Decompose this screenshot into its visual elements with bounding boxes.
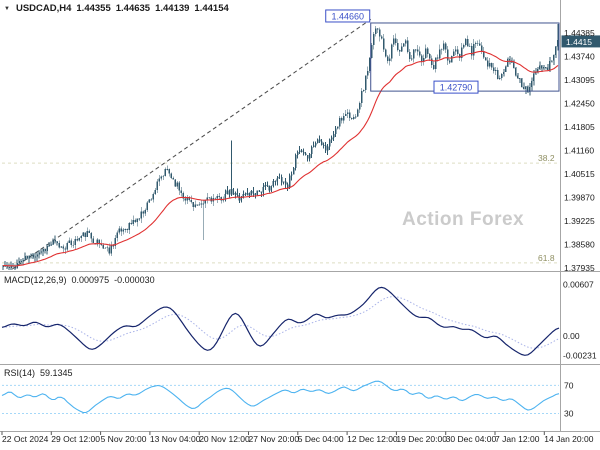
time-axis-label: 29 Oct 12:00	[51, 434, 100, 444]
price-level-text: 1.44660	[331, 11, 364, 21]
ohlc-high: 1.44635	[115, 3, 151, 14]
time-axis-label: 19 Dec 20:00	[396, 434, 447, 444]
macd-header: MACD(12,26,9) 0.000975 -0.000030	[4, 275, 155, 285]
rsi-line	[1, 380, 560, 414]
time-axis-label: 27 Nov 20:00	[249, 434, 300, 444]
macd-axis[interactable]: 0.00607 0.00 -0.00231	[563, 280, 597, 361]
rsi-axis[interactable]: 70 30	[564, 380, 574, 418]
macd-label: MACD(12,26,9)	[4, 275, 67, 285]
price-axis-label: 1.37935	[564, 263, 595, 273]
fib-label: 38.2	[538, 153, 555, 163]
macd-axis-label: -0.00231	[563, 350, 597, 360]
watermark: Action Forex	[402, 209, 525, 230]
time-axis-label: 5 Dec 04:00	[298, 434, 344, 444]
symbol-ohlc-header: ▼ USDCAD,H4 1.44355 1.44635 1.44139 1.44…	[4, 3, 229, 14]
macd-main-line	[1, 286, 560, 356]
ohlc-low: 1.44139	[155, 3, 190, 14]
time-axis-label: 14 Jan 20:00	[544, 434, 593, 444]
time-axis[interactable]: 22 Oct 2024 29 Oct 12:00 5 Nov 20:00 13 Nov…	[1, 431, 594, 445]
macd-signal-value: -0.000030	[114, 275, 155, 285]
price-level-box[interactable]: 1.42790	[433, 80, 479, 94]
rsi-header: RSI(14) 59.1345	[4, 368, 73, 378]
macd-axis-label: 0.00607	[563, 280, 594, 290]
trendline[interactable]	[11, 18, 372, 270]
time-axis-label: 20 Nov 12:00	[199, 434, 250, 444]
price-axis-label: 1.43740	[564, 52, 595, 62]
symbol-name: USDCAD,H4	[15, 3, 72, 14]
price-axis-label: 1.40515	[564, 169, 595, 179]
macd-main-value: 0.000975	[71, 275, 110, 285]
current-price-text: 1.4415	[566, 37, 592, 47]
time-axis-label: 30 Dec 04:00	[446, 434, 497, 444]
candles-series	[2, 24, 559, 270]
price-axis-label: 1.43095	[564, 75, 595, 85]
price-axis-label: 1.38580	[564, 240, 595, 250]
current-price-badge: 1.4415	[561, 35, 600, 48]
price-level-text: 1.42790	[440, 83, 473, 93]
price-axis[interactable]: 1.44385 1.43740 1.43095 1.42450 1.41805 1.411…	[564, 28, 595, 273]
price-axis-label: 1.41805	[564, 122, 595, 132]
fib-label: 61.8	[538, 253, 555, 263]
price-axis-label: 1.39225	[564, 216, 595, 226]
moving-average-line	[2, 50, 559, 267]
macd-signal-line	[1, 296, 560, 349]
rsi-axis-label: 70	[564, 380, 574, 390]
price-axis-label: 1.39870	[564, 193, 595, 203]
time-axis-label: 13 Nov 04:00	[150, 434, 201, 444]
symbol-marker-icon: ▼	[4, 5, 10, 12]
macd-axis-label: 0.00	[563, 331, 580, 341]
time-axis-label: 7 Jan 12:00	[495, 434, 540, 444]
price-axis-label: 1.41160	[564, 146, 594, 156]
rsi-label: RSI(14)	[4, 368, 36, 378]
price-axis-label: 1.42450	[564, 99, 595, 109]
time-axis-label: 5 Nov 20:00	[101, 434, 147, 444]
time-axis-label: 22 Oct 2024	[2, 434, 49, 444]
price-level-box[interactable]: 1.44660	[325, 9, 371, 23]
rsi-value: 59.1345	[40, 368, 73, 378]
time-axis-label: 12 Dec 12:00	[347, 434, 398, 444]
rsi-axis-label: 30	[564, 409, 574, 419]
ohlc-open: 1.44355	[76, 3, 111, 14]
ohlc-close: 1.44154	[194, 3, 229, 14]
price-axis-label: 1.44385	[564, 28, 595, 38]
fib-levels: 38.2 61.8	[2, 153, 559, 264]
